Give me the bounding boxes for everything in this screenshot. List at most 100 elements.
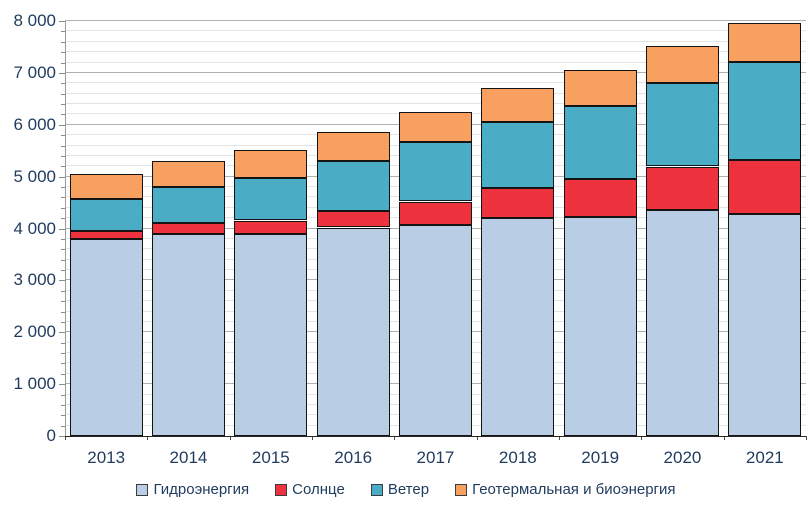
bar-segment-wind-2017 [399,142,472,202]
y-axis-tick-label: 4 000 [13,218,56,238]
bar-segment-wind-2015 [234,177,308,221]
x-tick [806,436,807,440]
bar-segment-solar-2016 [316,210,390,228]
x-axis-line [65,436,806,437]
gridline-minor [65,61,806,63]
bar-segment-geo-bio-2021 [728,22,802,62]
x-tick [65,436,66,440]
bar-segment-solar-2021 [728,160,802,215]
y-tick-minor [61,31,65,33]
bar-segment-hydro-2020 [646,209,719,436]
gridline-major [65,20,806,21]
legend-label: Геотермальная и биоэнергия [472,481,676,498]
bar-segment-solar-2019 [563,179,637,217]
y-tick-minor [61,311,65,313]
gridline-minor [65,92,806,94]
bar-segment-solar-2013 [69,231,143,239]
legend-swatch-solar [275,483,288,496]
bar-segment-hydro-2016 [316,227,390,436]
x-axis-tick-label: 2015 [251,448,290,467]
y-tick-minor [61,425,65,427]
gridline-major [65,71,806,73]
y-tick-minor [61,114,65,116]
x-tick [229,436,231,440]
gridline-minor [65,30,806,32]
bar-segment-geo-bio-2016 [316,131,390,161]
x-axis-tick-label: 2019 [581,448,620,467]
y-tick-minor [61,187,65,188]
legend-swatch-wind [370,483,383,496]
bar-segment-wind-2013 [69,198,143,232]
x-axis-tick-label: 2020 [663,448,702,467]
y-axis-tick-label: 0 [46,426,56,445]
bar-segment-solar-2014 [152,223,225,234]
legend-label: Ветер [387,481,430,498]
gridline-minor [65,40,806,42]
x-axis-tick-label: 2013 [87,448,126,467]
y-tick-major [59,21,65,22]
y-axis-tick-label: 2 000 [13,322,56,342]
y-tick-minor [61,290,65,292]
y-tick-minor [61,301,65,303]
y-tick-major [59,332,65,334]
x-axis-tick-label: 2016 [334,448,373,467]
y-tick-minor [61,249,65,251]
y-tick-minor [61,145,65,147]
gridline-minor [65,51,806,53]
y-axis-tick-label: 5 000 [13,166,56,186]
y-tick-minor [61,394,65,396]
bar-segment-wind-2014 [152,187,225,224]
y-axis-tick-label: 8 000 [13,11,56,30]
bar-segment-wind-2016 [316,160,390,211]
y-tick-minor [61,363,65,365]
chart-legend: Гидроэнергия Солнце Ветер Геотермальная и б… [0,481,812,498]
bar-segment-geo-bio-2020 [646,45,719,83]
y-tick-major [59,176,65,178]
y-axis-tick-label: 1 000 [13,374,56,394]
bar-segment-wind-2019 [563,106,637,180]
y-tick-major [59,384,65,386]
legend-swatch-hydro [136,483,149,496]
y-tick-minor [61,135,65,137]
y-tick-minor [61,41,65,43]
y-tick-minor [61,353,65,354]
y-axis-line [65,21,66,436]
x-tick [312,436,313,440]
bar-segment-hydro-2017 [399,224,472,436]
y-tick-minor [61,218,65,220]
bar-segment-solar-2017 [399,201,472,225]
bar-segment-geo-bio-2015 [234,150,308,178]
y-tick-minor [61,104,65,105]
y-tick-minor [61,238,65,240]
y-tick-minor [61,415,65,417]
y-tick-minor [61,93,65,95]
y-tick-minor [61,197,65,199]
y-tick-minor [61,342,65,344]
y-tick-major [59,280,65,282]
x-axis-tick-label: 2018 [498,448,537,467]
bar-segment-hydro-2018 [481,218,555,436]
x-tick [394,436,396,440]
gridline-minor [65,82,806,84]
legend-item-hydro: Гидроэнергия [136,481,249,498]
legend-swatch-geo-bio [455,483,468,496]
bar-segment-geo-bio-2019 [563,70,637,107]
x-tick [147,436,149,440]
y-tick-minor [61,83,65,85]
gridline-minor [65,103,806,104]
bar-segment-solar-2018 [481,188,555,219]
bar-segment-hydro-2019 [563,216,637,436]
legend-item-solar: Солнце [275,481,345,498]
x-tick [559,436,560,440]
bar-segment-wind-2021 [728,61,802,161]
bar-segment-hydro-2014 [152,233,225,436]
bar-segment-solar-2020 [646,166,719,210]
y-tick-minor [61,52,65,54]
y-tick-major [59,436,65,437]
bar-segment-wind-2020 [646,82,719,167]
y-axis-tick-label: 6 000 [13,114,56,134]
bar-segment-solar-2015 [234,220,308,234]
x-axis-tick-label: 2014 [169,448,208,467]
x-tick [723,436,725,440]
